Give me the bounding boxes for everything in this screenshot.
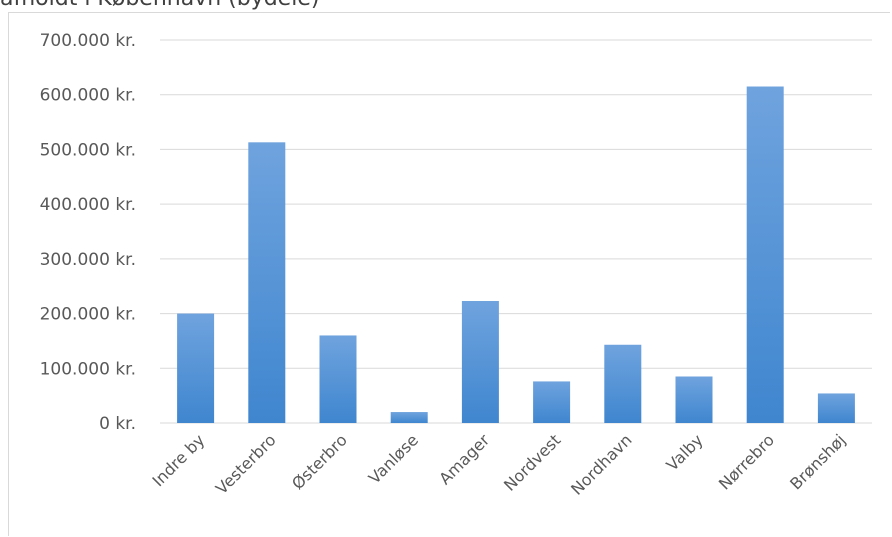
y-tick-label: 400.000 kr. — [40, 195, 136, 215]
y-tick-label: 100.000 kr. — [40, 359, 136, 379]
bar — [319, 335, 357, 423]
bar — [675, 376, 713, 423]
x-category-label: Amager — [435, 430, 493, 488]
bar — [746, 86, 784, 423]
x-category-label: Indre by — [148, 430, 208, 490]
bar — [604, 344, 642, 423]
chart-frame — [8, 12, 890, 536]
y-tick-label: 600.000 kr. — [40, 86, 136, 106]
x-category-label: Vesterbro — [212, 430, 280, 498]
bar — [533, 381, 571, 423]
x-axis-labels: Indre by Vesterbro Østerbro Vanløse Amager No… — [148, 430, 849, 499]
x-category-label: Vanløse — [365, 430, 422, 487]
bars — [177, 86, 855, 423]
y-axis-labels: 0 kr. 100.000 kr. 200.000 kr. 300.000 kr. 40… — [40, 31, 136, 434]
y-tick-label: 0 kr. — [99, 414, 136, 434]
x-category-label: Valby — [663, 430, 707, 474]
x-category-label: Nordvest — [500, 430, 564, 494]
x-category-label: Østerbro — [288, 430, 351, 493]
bar — [248, 142, 286, 423]
x-category-label: Nørrebro — [715, 430, 778, 493]
x-category-label: Nordhavn — [567, 430, 635, 498]
y-tick-label: 300.000 kr. — [40, 250, 136, 270]
y-tick-label: 700.000 kr. — [40, 31, 136, 51]
chart-title: afholdt i København (bydele) — [0, 0, 319, 11]
x-category-label: Brønshøj — [786, 430, 849, 493]
y-tick-label: 500.000 kr. — [40, 140, 136, 160]
bar — [177, 313, 215, 423]
bar — [817, 393, 855, 423]
bar — [461, 300, 499, 423]
y-tick-label: 200.000 kr. — [40, 305, 136, 325]
bar — [390, 412, 428, 423]
